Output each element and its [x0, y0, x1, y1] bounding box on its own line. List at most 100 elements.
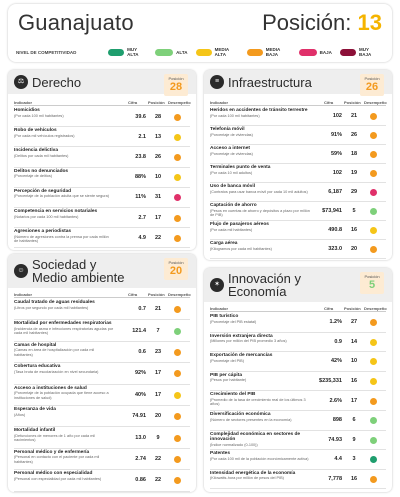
- indicator-value: 0.86: [135, 477, 146, 484]
- performance-dot: [370, 132, 377, 139]
- indicator-value: 74.91: [132, 413, 146, 420]
- table-row: Inversión extranjera directa (Millones po…: [210, 333, 386, 353]
- performance-dot: [174, 477, 181, 485]
- column-value: Cifra: [324, 306, 334, 311]
- indicator-name: Heridos en accidentes de tránsito terres…: [210, 108, 308, 113]
- indicator-description: (Notarios por cada 100 mil habitantes): [14, 214, 79, 219]
- indicator-value: 91%: [330, 132, 342, 138]
- indicator-name: Complejidad económica en sectores de inn…: [210, 431, 301, 443]
- table-row: Acceso a internet (Porcentaje de vivienda…: [210, 145, 386, 164]
- indicator-position: 16: [350, 476, 358, 483]
- performance-dot: [174, 194, 181, 202]
- legend-swatch: [246, 48, 263, 56]
- indicator-value: 13.0: [135, 434, 146, 441]
- indicator-description: (Kilowatts-hora por millón de pesos del …: [210, 476, 284, 481]
- indicator-cell: Inversión extranjera directa (Millones po…: [210, 334, 310, 344]
- performance-dot: [370, 417, 377, 425]
- column-header-row: Indicador Cifra Posición Desempeño: [210, 304, 387, 312]
- indicator-description: (Millones por millón del PIB promedio 3 …: [210, 339, 287, 344]
- legend-swatch: [155, 48, 174, 56]
- table-row: Caudal tratado de aguas residuales (Litro…: [14, 299, 190, 321]
- indicator-position: 10: [350, 358, 358, 365]
- state-header: Guanajuato Posición: 13 NIVEL DE COMPETI…: [8, 4, 392, 62]
- section-derecho: ⚖ Derecho Posición 28 Indicador Cifra Posición…: [8, 70, 196, 250]
- indicator-position: 28: [154, 113, 162, 120]
- column-value: Cifra: [128, 100, 138, 105]
- indicator-position: 23: [154, 348, 162, 355]
- performance-dot: [370, 170, 377, 177]
- table-row: Exportación de mercancías (Porcentaje del…: [210, 352, 386, 372]
- table-row: Mortalidad por enfermedades respiratoria…: [14, 320, 190, 342]
- indicator-cell: Personal médico y de enfermería (Personal…: [14, 450, 114, 465]
- column-position: Posición: [344, 100, 361, 105]
- indicator-value: 4.4: [334, 456, 342, 463]
- legend-item: ALTA: [155, 48, 188, 56]
- section-title: Derecho: [32, 76, 81, 89]
- table-row: Agresiones a periodistas (Número de agres…: [14, 228, 190, 249]
- section-header: ✶ Innovación y Economía Posición 5: [204, 268, 392, 302]
- indicator-cell: Delitos no denunciados (Porcentaje de del…: [14, 169, 114, 179]
- table-row: Complejidad económica en sectores de inn…: [210, 431, 386, 451]
- table-row: Telefonía móvil (Porcentaje de viviendas)…: [210, 126, 386, 145]
- column-indicator: Indicador: [210, 306, 229, 311]
- indicator-description: (Por cada mil vehículos registrados): [14, 133, 75, 138]
- indicator-cell: Cobertura educativa (Tasa bruta de escola…: [14, 364, 114, 374]
- indicator-position: 16: [350, 227, 358, 233]
- indicator-position: 21: [154, 306, 162, 313]
- performance-dot: [370, 378, 377, 386]
- indicator-position: 17: [154, 214, 162, 221]
- section-title: Infraestructura: [228, 76, 312, 89]
- performance-dot: [174, 327, 181, 335]
- table-row: Incidencia delictiva (Delitos por cada mi…: [14, 147, 190, 168]
- indicator-value: 898: [332, 417, 342, 424]
- legend-swatch: [339, 48, 357, 56]
- indicator-name: Telefonía móvil: [210, 127, 245, 132]
- legend-label: MEDIA BAJA: [265, 47, 281, 57]
- legend-swatch: [298, 48, 317, 56]
- column-header-row: Indicador Cifra Posición Desempeño: [210, 98, 387, 106]
- indicator-cell: Heridos en accidentes de tránsito terres…: [210, 108, 310, 118]
- section-title-line: Economía: [228, 284, 287, 299]
- indicator-value: 42%: [330, 358, 342, 365]
- performance-dot: [370, 358, 377, 366]
- indicator-value: 23.8: [135, 153, 146, 160]
- indicator-position: 17: [350, 397, 358, 404]
- indicator-cell: Patentes (Por cada 100 mil de la població…: [210, 451, 310, 461]
- section-header: ☺ Sociedad y Medio ambiente Posición 20: [8, 254, 196, 288]
- indicator-cell: Agresiones a periodistas (Número de agres…: [14, 229, 114, 244]
- indicator-position: 18: [350, 151, 358, 157]
- indicator-cell: Telefonía móvil (Porcentaje de viviendas): [210, 127, 310, 137]
- competitiveness-legend: NIVEL DE COMPETITIVIDAD MUY ALTA ALTA MEDI…: [16, 46, 388, 58]
- indicator-value: $235,331: [319, 378, 342, 385]
- indicator-description: (Porcentaje de delitos): [14, 174, 52, 179]
- indicator-name: Uso de banca móvil: [210, 184, 256, 189]
- performance-dot: [174, 174, 181, 182]
- indicator-name: Intensidad energética de la economía: [210, 470, 296, 476]
- indicator-description: (Porcentaje del PIB estatal): [210, 319, 257, 324]
- table-row: Competencia en servicios notariales (Nota…: [14, 208, 190, 229]
- performance-dot: [174, 413, 181, 421]
- section-title: Sociedad y Medio ambiente: [32, 258, 125, 284]
- indicator-name: Homicidios: [14, 108, 40, 113]
- indicator-position: 22: [154, 455, 162, 462]
- performance-dot: [174, 214, 181, 222]
- indicator-name: Terminales punto de venta: [210, 165, 271, 170]
- section-position-value: 26: [365, 81, 379, 93]
- section-header: ⚖ Derecho Posición 28: [8, 70, 196, 96]
- performance-dot: [174, 153, 181, 161]
- indicator-description: (Porcentaje de viviendas): [210, 132, 253, 137]
- legend-item: MEDIA ALTA: [195, 47, 239, 57]
- table-row: Uso de banca móvil (Contratos para usar b…: [210, 183, 386, 202]
- indicator-cell: Acceso a internet (Porcentaje de vivienda…: [210, 146, 310, 156]
- section-position-value: 28: [169, 81, 183, 93]
- indicator-description: (Tasa bruta de escolarización en nivel s…: [14, 369, 99, 374]
- indicator-value: 121.4: [132, 327, 146, 334]
- indicator-position: 9: [352, 436, 356, 443]
- indicator-description: (Contratos para usar banca móvil por cad…: [210, 189, 308, 194]
- table-row: Terminales punto de venta (Por cada 10 mi…: [210, 164, 386, 183]
- indicator-name: Caudal tratado de aguas residuales: [14, 300, 95, 305]
- indicator-cell: Captación de ahorro (Pesos en cuentas de …: [210, 203, 310, 218]
- indicator-position: 20: [154, 413, 162, 420]
- legend-label: MEDIA ALTA: [214, 47, 229, 57]
- performance-dot: [174, 348, 181, 356]
